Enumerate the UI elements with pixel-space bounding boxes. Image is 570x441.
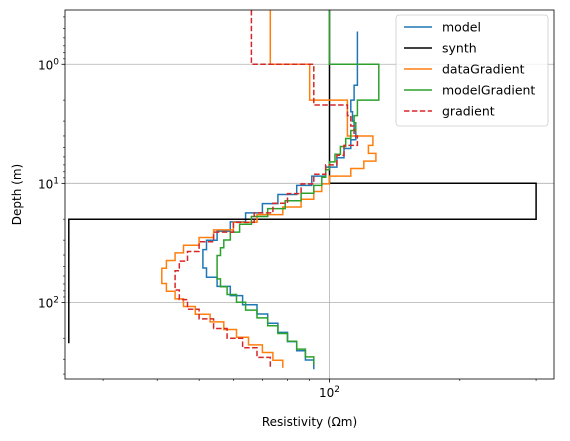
y-tick-label-1: 101 (38, 176, 59, 191)
series-modelGradient (216, 10, 380, 365)
legend: model synth dataGradient modelGradient gradi… (395, 14, 549, 127)
x-axis-label: Resistivity (Ωm) (262, 415, 357, 429)
legend-box (395, 14, 549, 127)
axis-ticks: 100 101 102 102 (38, 16, 537, 400)
x-tick-label-0: 102 (319, 385, 340, 400)
legend-label-modelGradient: modelGradient (442, 83, 535, 98)
legend-label-model: model (442, 20, 481, 35)
legend-label-dataGradient: dataGradient (442, 62, 525, 77)
series-synth (68, 10, 537, 344)
y-axis-label: Depth (m) (10, 164, 24, 225)
series-layer (68, 10, 537, 370)
y-tick-label-0: 100 (38, 57, 59, 72)
legend-label-gradient: gradient (442, 104, 495, 119)
y-tick-label-2: 102 (38, 295, 59, 310)
series-model (202, 31, 359, 370)
series-dataGradient (161, 10, 377, 368)
series-gradient (174, 10, 359, 367)
legend-label-synth: synth (442, 41, 477, 56)
